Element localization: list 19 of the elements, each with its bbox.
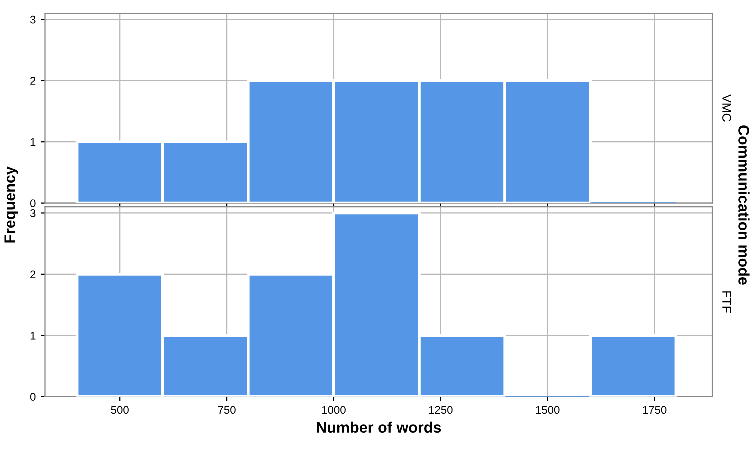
x-tick-label: 1250: [429, 406, 453, 414]
y2-axis-title: VMC: [722, 94, 732, 122]
x-tick-label: 750: [218, 406, 236, 414]
x-axis-title: Number of words: [317, 422, 442, 434]
y-tick-label: 2: [30, 77, 36, 85]
y-axis-title: Frequency: [4, 166, 18, 243]
y-tick-label: 1: [30, 138, 36, 146]
x-tick-label: 1750: [643, 406, 667, 414]
y-tick-label: 2: [30, 270, 36, 278]
text: Communication mode: [738, 126, 750, 285]
y-tick-label: 0: [30, 200, 36, 208]
y-tick-label: 1: [30, 332, 36, 340]
x-tick-label: 1000: [322, 406, 346, 414]
y-tick-label: 3: [30, 209, 36, 218]
y-tick-label: 3: [30, 16, 36, 24]
x-tick-label: 500: [111, 406, 129, 414]
x-tick-label: 1500: [536, 406, 560, 414]
y2-axis-title: FTF: [722, 292, 732, 313]
y-tick-label: 0: [30, 393, 36, 402]
